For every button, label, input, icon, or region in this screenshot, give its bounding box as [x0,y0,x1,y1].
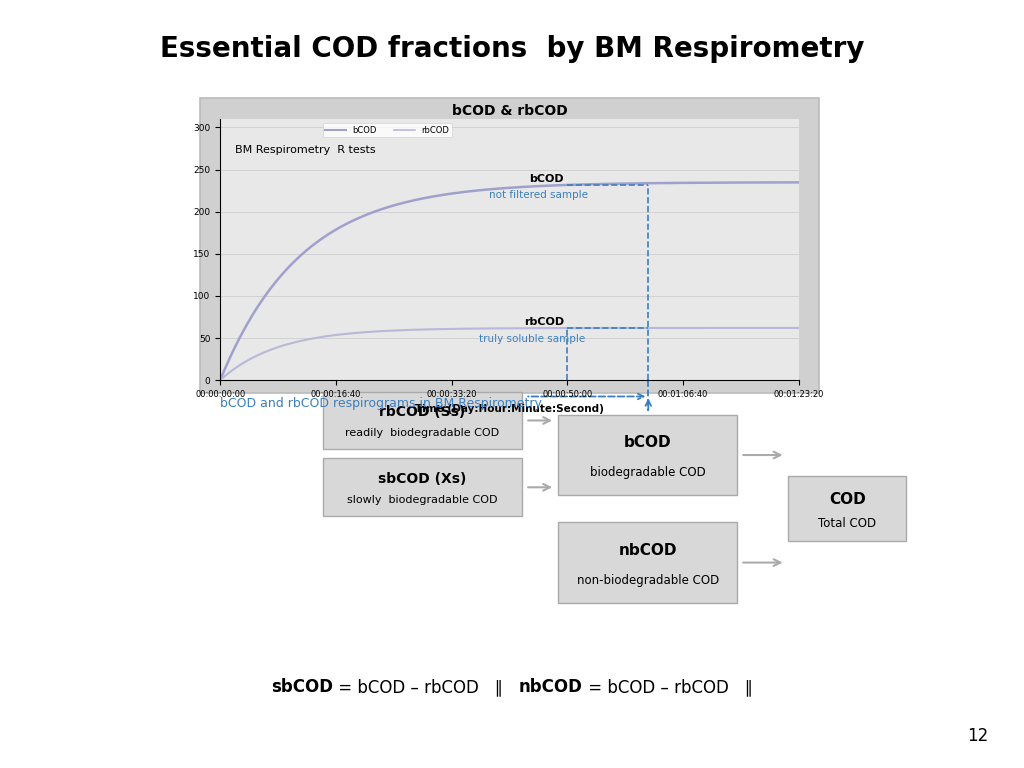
Text: bCOD and rbCOD respirograms in BM Respirometry: bCOD and rbCOD respirograms in BM Respir… [220,397,542,410]
Text: non-biodegradable COD: non-biodegradable COD [577,574,719,587]
Legend: bCOD, rbCOD: bCOD, rbCOD [323,123,452,137]
rbCOD [273,342,286,351]
Text: rbCOD (Ss): rbCOD (Ss) [379,405,466,419]
Text: nbCOD: nbCOD [519,678,583,697]
FancyBboxPatch shape [788,476,906,541]
FancyBboxPatch shape [558,415,737,495]
bCOD [676,178,688,187]
FancyBboxPatch shape [323,392,522,449]
Text: sbCOD (Xs): sbCOD (Xs) [378,472,467,485]
Text: Essential COD fractions  by BM Respirometry: Essential COD fractions by BM Respiromet… [160,35,864,62]
Line: rbCOD: rbCOD [220,328,799,380]
Text: bCOD: bCOD [624,435,672,451]
Title: bCOD & rbCOD: bCOD & rbCOD [452,104,567,118]
bCOD [793,177,805,187]
Text: rbCOD: rbCOD [523,316,564,326]
Text: slowly  biodegradable COD: slowly biodegradable COD [347,495,498,505]
FancyBboxPatch shape [323,458,522,516]
FancyBboxPatch shape [200,98,819,393]
rbCOD [214,376,226,385]
bCOD [447,189,460,198]
bCOD [666,178,678,187]
rbCOD [676,323,688,333]
Text: sbCOD: sbCOD [271,678,333,697]
bCOD [273,273,286,283]
Text: biodegradable COD: biodegradable COD [590,466,706,479]
Text: truly soluble sample: truly soluble sample [479,333,586,343]
Text: Total COD: Total COD [818,517,877,530]
Text: COD: COD [829,492,865,507]
Text: not filtered sample: not filtered sample [488,190,588,200]
bCOD [469,186,481,195]
FancyBboxPatch shape [558,522,737,603]
rbCOD [793,323,805,333]
rbCOD [469,324,481,333]
rbCOD [447,324,460,333]
Text: readily  biodegradable COD: readily biodegradable COD [345,428,500,439]
Text: nbCOD: nbCOD [618,543,677,558]
bCOD [214,376,226,385]
Text: BM Respirometry  R tests: BM Respirometry R tests [234,145,375,155]
Text: bCOD: bCOD [529,174,564,184]
Text: 12: 12 [967,727,988,745]
bCOD [611,179,624,188]
Text: = bCOD – rbCOD   ∥: = bCOD – rbCOD ∥ [583,678,753,697]
rbCOD [666,323,678,333]
rbCOD [611,323,624,333]
X-axis label: Time (Day:Hour:Minute:Second): Time (Day:Hour:Minute:Second) [415,405,604,415]
Line: bCOD: bCOD [220,182,799,380]
Text: = bCOD – rbCOD   ∥: = bCOD – rbCOD ∥ [333,678,519,697]
